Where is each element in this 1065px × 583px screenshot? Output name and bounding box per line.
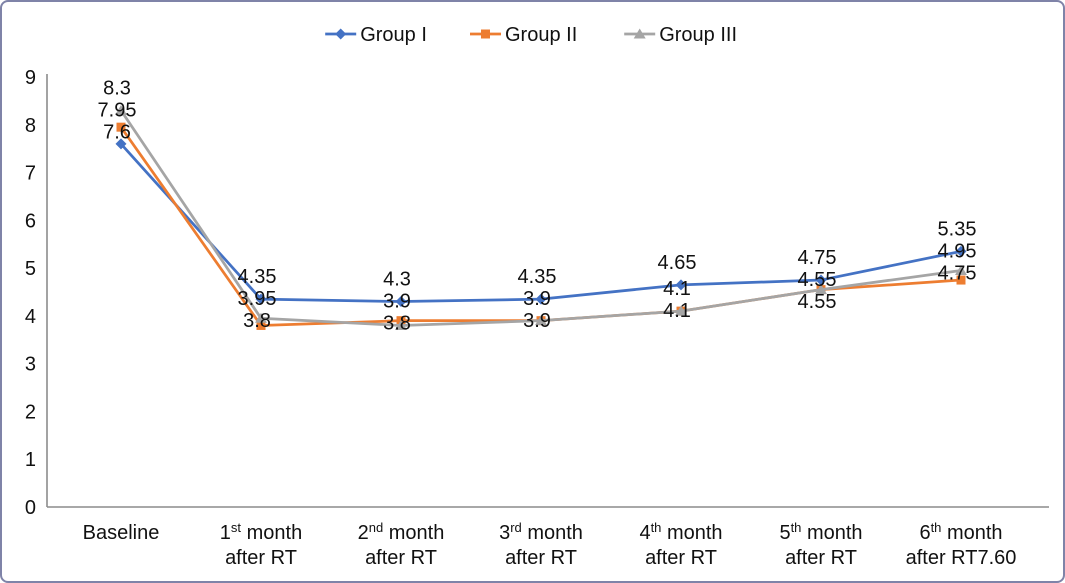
data-point-square-marker	[116, 122, 126, 132]
data-point-label: 4.3	[383, 269, 411, 291]
y-tick-label: 3	[25, 354, 36, 376]
data-point-label: 3.8	[243, 310, 271, 332]
data-point-triangle-marker	[395, 319, 407, 330]
x-category-label: 4th month	[639, 520, 722, 544]
series-group-i	[115, 138, 967, 308]
data-point-diamond-marker	[815, 274, 827, 286]
data-point-diamond-marker	[395, 296, 407, 308]
x-category-label-line2: after RT	[225, 547, 297, 569]
legend-label: Group II	[505, 24, 577, 46]
data-point-triangle-marker	[255, 312, 267, 323]
legend-item-group-i: Group I	[325, 24, 427, 46]
data-point-label: 7.95	[98, 99, 137, 121]
legend-item-group-iii: Group III	[624, 24, 737, 46]
data-point-label: 4.75	[798, 247, 837, 269]
data-point-label: 4.55	[798, 269, 837, 291]
x-category-label-line2: after RT	[505, 547, 577, 569]
x-category-label: 5th month	[779, 520, 862, 544]
data-point-triangle-marker	[535, 315, 547, 326]
legend-label: Group I	[360, 24, 427, 46]
y-tick-label: 5	[25, 258, 36, 280]
data-point-triangle-marker	[815, 284, 827, 295]
data-point-label: 3.9	[523, 310, 551, 332]
data-point-label: 3.9	[523, 288, 551, 310]
data-point-diamond-marker	[115, 138, 127, 150]
x-category-label-line2: after RT	[365, 547, 437, 569]
x-category-label-line2: after RT7.60	[906, 547, 1017, 569]
data-point-label: 3.9	[383, 291, 411, 313]
series-group-iii	[115, 104, 967, 330]
data-point-label: 4.1	[663, 300, 691, 322]
y-tick-label: 7	[25, 163, 36, 185]
x-category-label: 1st month	[220, 520, 302, 544]
data-point-label: 8.3	[103, 77, 131, 99]
data-point-label: 4.65	[658, 252, 697, 274]
legend: Group I Group II Group III	[325, 24, 737, 46]
y-tick-label: 8	[25, 115, 36, 137]
y-tick-label: 1	[25, 449, 36, 471]
y-tick-label: 2	[25, 401, 36, 423]
legend-square-marker-icon	[481, 29, 490, 39]
data-point-diamond-marker	[955, 245, 967, 257]
data-point-diamond-marker	[535, 293, 547, 305]
data-point-diamond-marker	[675, 279, 687, 291]
y-tick-label: 4	[25, 306, 36, 328]
y-tick-label: 6	[25, 210, 36, 232]
x-category-label-line2: after RT	[645, 547, 717, 569]
x-category-label-line2: after RT	[785, 547, 857, 569]
data-point-label: 4.35	[238, 266, 277, 288]
y-tick-label: 0	[25, 497, 36, 519]
x-category-label: Baseline	[83, 522, 160, 544]
data-point-label: 3.95	[238, 288, 277, 310]
legend-triangle-marker-icon	[633, 28, 646, 39]
data-point-label: 4.55	[798, 291, 837, 313]
data-point-label: 7.6	[103, 121, 131, 143]
legend-item-group-ii: Group II	[470, 24, 577, 46]
x-category-label: 2nd month	[358, 520, 445, 544]
data-point-diamond-marker	[255, 293, 267, 305]
legend-label: Group III	[659, 24, 737, 46]
legend-diamond-marker-icon	[335, 28, 347, 40]
data-point-triangle-marker	[115, 104, 127, 115]
x-category-label: 3rd month	[499, 520, 583, 544]
data-point-square-marker	[256, 320, 266, 330]
data-point-label: 4.95	[938, 240, 977, 262]
data-point-label: 4.1	[663, 278, 691, 300]
data-point-label: 3.8	[383, 313, 411, 335]
data-point-square-marker	[956, 275, 966, 285]
data-point-label: 4.35	[518, 266, 557, 288]
data-point-label: 5.35	[938, 218, 977, 240]
data-point-label: 4.75	[938, 262, 977, 284]
y-tick-label: 9	[25, 67, 36, 89]
data-point-triangle-marker	[955, 265, 967, 275]
data-point-triangle-marker	[675, 305, 687, 316]
x-category-label: 6th month	[919, 520, 1002, 544]
